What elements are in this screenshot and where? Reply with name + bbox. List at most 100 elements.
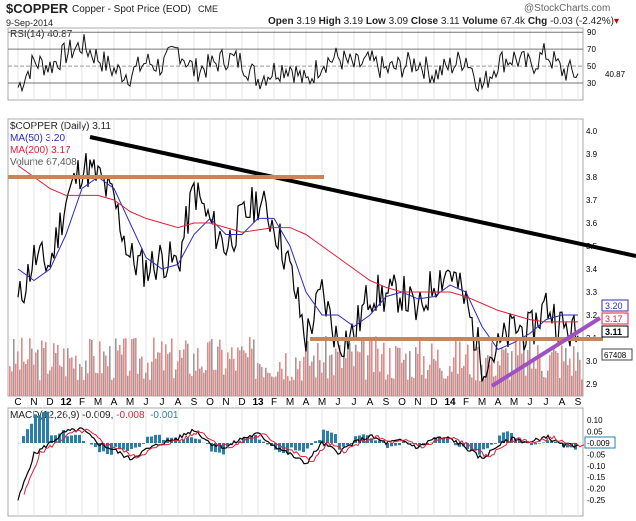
volume-bar <box>437 349 439 396</box>
volume-bar <box>477 346 479 396</box>
macd-histogram-bar <box>250 435 253 443</box>
volume-bar <box>439 368 441 396</box>
volume-bar <box>23 361 25 396</box>
macd-histogram-bar <box>566 443 569 448</box>
volume-bar <box>379 371 381 396</box>
volume-bar <box>11 371 13 396</box>
macd-histogram-bar <box>142 443 145 444</box>
volume-bar <box>403 359 405 396</box>
month-label: M <box>318 397 326 408</box>
macd-histogram-bar <box>66 436 69 443</box>
month-label: F <box>79 397 85 408</box>
volume-bar <box>179 349 181 396</box>
macd-histogram-bar <box>354 436 357 443</box>
volume-bar <box>555 350 557 396</box>
macd-histogram-bar <box>210 443 213 452</box>
volume-bar <box>535 368 537 396</box>
volume-bar <box>399 347 401 396</box>
macd-histogram-bar <box>102 443 105 452</box>
macd-histogram-bar <box>174 437 177 443</box>
volume-bar <box>17 351 19 396</box>
volume-bar <box>323 362 325 396</box>
volume-bar <box>79 363 81 396</box>
macd-histogram-bar <box>318 440 321 443</box>
volume-bar <box>307 341 309 396</box>
macd-histogram-bar <box>266 443 269 445</box>
volume-bar <box>299 361 301 396</box>
macd-histogram-bar <box>118 443 121 450</box>
price-series-1 <box>17 176 578 351</box>
macd-histogram-bar <box>374 440 377 443</box>
volume-bar <box>309 365 311 396</box>
macd-histogram-bar <box>114 443 117 447</box>
panel-frame <box>7 27 584 101</box>
volume-bar <box>301 380 303 396</box>
volume-bar <box>327 378 329 396</box>
volume-bar <box>93 355 95 396</box>
volume-bar <box>99 341 101 396</box>
volume-bar <box>195 370 197 396</box>
volume-bar <box>137 373 139 396</box>
month-label: 12 <box>60 397 72 408</box>
volume-bar <box>193 353 195 396</box>
month-label: N <box>222 397 229 408</box>
volume-bar <box>219 339 221 396</box>
macd-histogram-bar <box>162 439 165 443</box>
macd-tick: -0.25 <box>587 496 606 505</box>
volume-bar <box>541 370 543 396</box>
volume-bar <box>55 352 57 396</box>
volume-bar <box>87 373 89 396</box>
macd-histogram-bar <box>346 443 349 446</box>
macd-histogram-bar <box>502 432 505 443</box>
volume-bar <box>473 340 475 396</box>
volume-bar <box>435 360 437 396</box>
volume-bar <box>525 375 527 396</box>
volume-bar <box>443 378 445 396</box>
macd-histogram-bar <box>154 434 157 443</box>
month-label: J <box>336 397 341 408</box>
macd-histogram-bar <box>146 436 149 443</box>
volume-bar <box>205 369 207 396</box>
macd-histogram-bar <box>478 443 481 455</box>
exchange: CME <box>198 4 218 14</box>
volume-bar <box>527 350 529 396</box>
volume-bar <box>197 348 199 396</box>
volume-bar <box>155 358 157 396</box>
volume-bar <box>285 353 287 396</box>
panel-frame <box>7 407 584 517</box>
volume-bar <box>175 369 177 396</box>
volume-bar <box>479 380 481 396</box>
month-label: J <box>352 397 357 408</box>
volume-bar <box>405 353 407 396</box>
volume-bar <box>241 346 243 396</box>
price-tag: 3.17 <box>605 314 623 324</box>
volume-bar <box>419 338 421 396</box>
macd-histogram-bar <box>62 429 65 443</box>
volume-bar <box>159 352 161 396</box>
volume-bar <box>305 346 307 396</box>
volume-bar <box>503 349 505 396</box>
month-label: F <box>271 397 277 408</box>
macd-histogram-bar <box>78 434 81 443</box>
volume-bar <box>423 356 425 396</box>
macd-histogram-bar <box>122 443 125 450</box>
macd-histogram-bar <box>330 432 333 443</box>
volume-bar <box>549 355 551 396</box>
macd-tick: 0.10 <box>587 416 603 425</box>
month-label: J <box>544 397 549 408</box>
month-label: S <box>383 397 390 408</box>
volume-bar <box>281 368 283 396</box>
volume-bar <box>325 336 327 396</box>
macd-histogram-bar <box>190 437 193 443</box>
macd-line <box>17 427 579 501</box>
macd-histogram-bar <box>194 438 197 443</box>
macd-histogram-bar <box>410 443 413 444</box>
volume-bar <box>313 355 315 396</box>
volume-bar <box>29 338 31 396</box>
volume-bar <box>375 336 377 396</box>
volume-bar <box>417 353 419 396</box>
month-label: O <box>398 397 406 408</box>
volume-bar <box>513 371 515 396</box>
